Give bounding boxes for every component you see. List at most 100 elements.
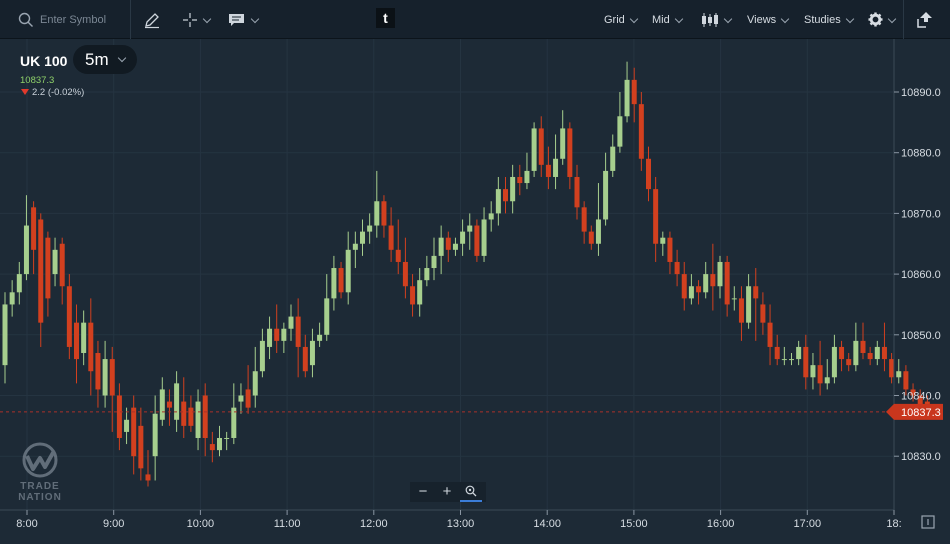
candle[interactable] [217,425,222,457]
candle[interactable] [738,286,744,341]
candle[interactable] [145,450,151,487]
candle[interactable] [803,334,809,390]
candle[interactable] [374,170,380,238]
candle[interactable] [259,328,265,378]
candle[interactable] [660,231,666,256]
candle[interactable] [710,243,716,311]
candle[interactable] [731,286,737,311]
views-menu[interactable]: Views [747,0,790,39]
candle[interactable] [567,122,573,190]
candle[interactable] [524,152,530,190]
candle[interactable] [531,122,537,177]
candle[interactable] [360,219,365,256]
candle[interactable] [817,340,823,396]
candle[interactable] [724,255,730,317]
candle[interactable] [81,310,87,366]
candle[interactable] [174,371,180,432]
candle[interactable] [231,383,237,445]
candle[interactable] [867,346,873,366]
candle[interactable] [317,322,323,347]
candle[interactable] [245,365,251,414]
candle[interactable] [510,164,516,214]
candle[interactable] [388,207,394,262]
candle[interactable] [574,164,580,220]
candle[interactable] [131,395,137,475]
candle[interactable] [717,255,723,299]
popout-button[interactable] [914,0,934,39]
candle[interactable] [774,334,780,366]
candle[interactable] [16,261,22,305]
candle[interactable] [581,201,587,244]
candle[interactable] [646,146,651,202]
candle[interactable] [681,261,687,311]
symbol-search-input[interactable] [40,11,126,29]
candle[interactable] [431,237,437,281]
candle[interactable] [796,340,802,366]
candle[interactable] [124,407,130,445]
candle[interactable] [274,304,280,354]
candle[interactable] [617,92,623,153]
candle[interactable] [152,395,158,481]
candle[interactable] [874,340,880,366]
candle[interactable] [703,261,709,299]
candle[interactable] [166,389,172,426]
candle[interactable] [595,183,601,256]
candle[interactable] [696,280,702,305]
candle[interactable] [2,292,8,384]
zoom-reset-button[interactable] [460,482,482,502]
candle[interactable] [309,328,315,378]
candle[interactable] [445,231,451,262]
candle[interactable] [760,292,766,335]
candle[interactable] [746,274,752,329]
candle[interactable] [488,201,494,232]
candle[interactable] [102,340,108,408]
candle[interactable] [159,377,165,426]
zoom-in-button[interactable]: + [442,483,452,500]
candle[interactable] [839,340,845,372]
candle[interactable] [653,176,659,262]
candle[interactable] [517,164,523,196]
candle[interactable] [116,383,122,451]
candle[interactable] [631,67,637,123]
candle[interactable] [495,176,501,226]
candle[interactable] [381,195,387,238]
symbol-search[interactable] [0,0,131,39]
candle[interactable] [910,383,916,402]
candle[interactable] [402,237,408,299]
candle[interactable] [109,346,115,432]
candle[interactable] [545,146,551,190]
candlestick-chart[interactable]: 10890.0 10880.0 10870.0 10860.0 10850.0 10840… [0,39,950,544]
comment-tool-button[interactable] [228,0,260,39]
candle[interactable] [603,152,609,226]
candle[interactable] [588,225,594,250]
candle[interactable] [52,237,58,287]
timeframe-selector[interactable]: 5m [73,45,137,74]
candle[interactable] [395,219,401,275]
candle[interactable] [474,219,480,262]
candle[interactable] [831,334,837,384]
candle[interactable] [252,346,258,408]
pencil-tool-button[interactable] [143,0,161,39]
candle[interactable] [553,134,559,190]
crosshair-tool-button[interactable] [182,0,212,39]
candle[interactable] [9,280,15,317]
chart-type-menu[interactable] [701,0,733,39]
candle[interactable] [324,274,330,341]
candle[interactable] [881,322,887,372]
candle[interactable] [903,365,909,396]
candle[interactable] [195,389,201,451]
candle[interactable] [202,383,208,457]
candle[interactable] [824,359,830,390]
candle[interactable] [481,207,487,262]
zoom-out-button[interactable]: − [418,483,428,500]
settings-menu[interactable] [868,0,897,39]
candle[interactable] [23,195,29,281]
candle[interactable] [331,255,337,311]
candle[interactable] [610,134,616,177]
candle[interactable] [288,304,294,341]
candle[interactable] [295,298,301,378]
candle[interactable] [767,304,773,366]
candle[interactable] [896,359,902,384]
candle[interactable] [88,298,94,396]
studies-menu[interactable]: Studies [804,0,854,39]
